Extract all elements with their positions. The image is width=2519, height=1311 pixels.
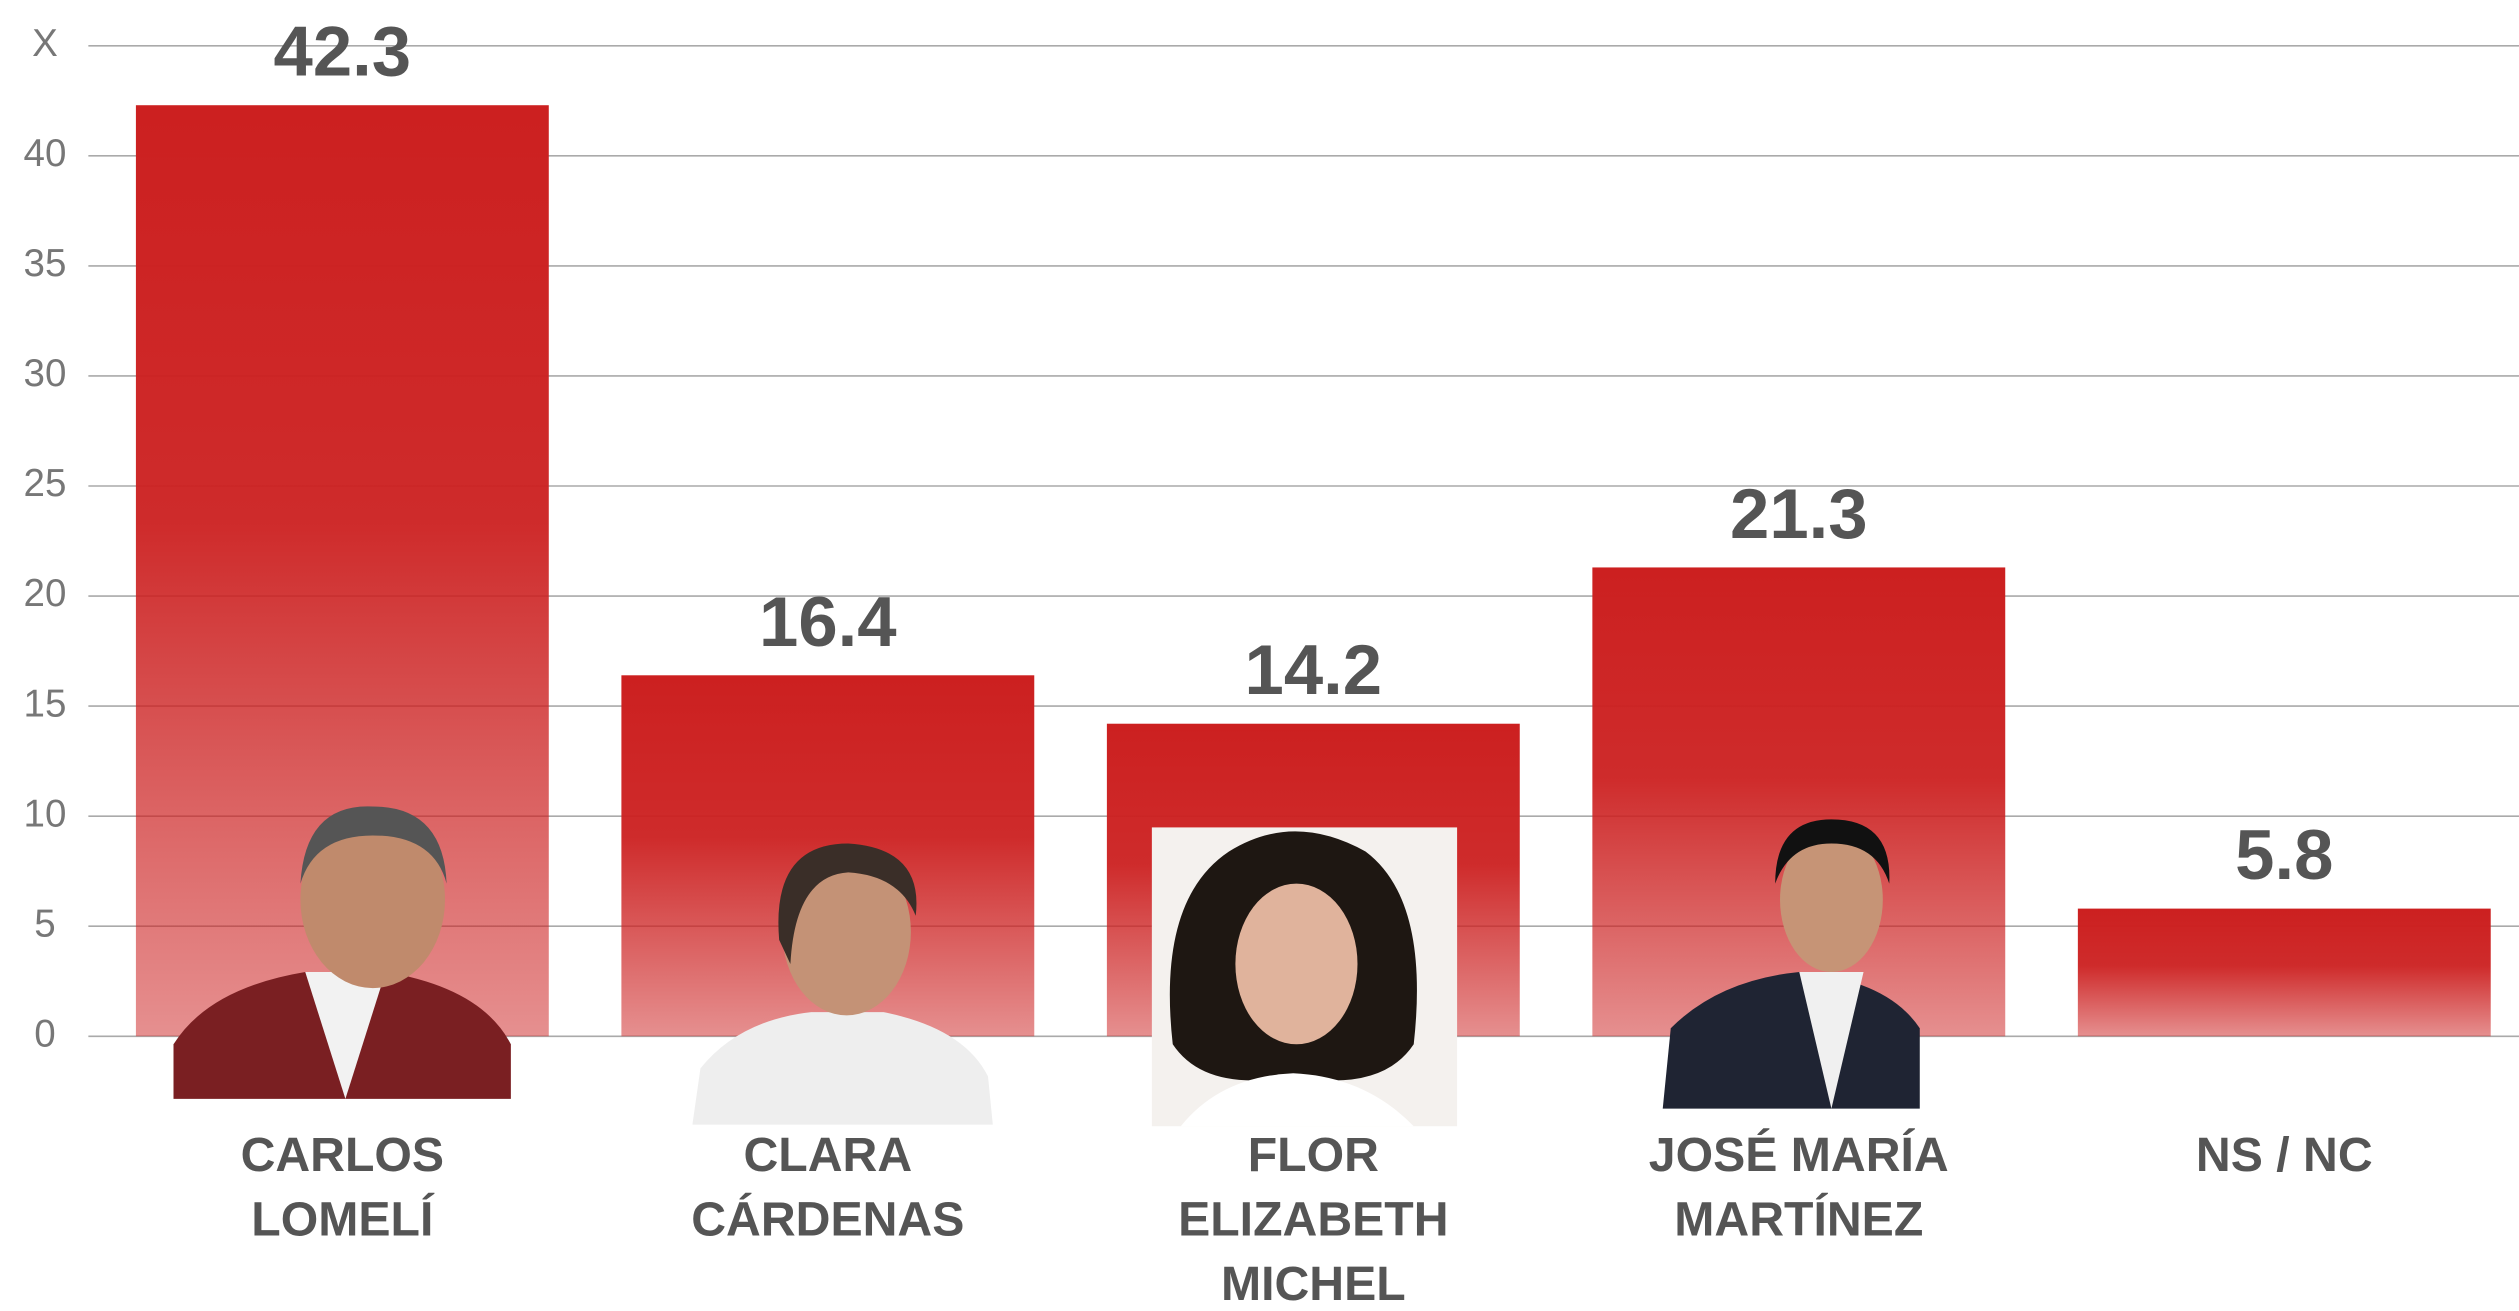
- y-tick-label: 0: [34, 1012, 55, 1055]
- photo: [1152, 827, 1457, 1126]
- value-label: 5.8: [2235, 815, 2333, 894]
- value-label: 42.3: [274, 12, 412, 91]
- x-tick-label-box: JOSÉ MARÍA MARTÍNEZ: [1622, 1125, 1975, 1311]
- value-label: 16.4: [759, 582, 897, 661]
- y-tick-label: 40: [24, 132, 67, 175]
- y-tick-label: 5: [34, 902, 55, 945]
- x-tick-label: CLARA CÁRDENAS: [651, 1125, 1004, 1254]
- y-tick-label: 25: [24, 462, 67, 505]
- value-label: 14.2: [1245, 630, 1383, 709]
- x-tick-label-box: FLOR ELIZABETH MICHEL: [1137, 1125, 1490, 1311]
- x-tick-label: FLOR ELIZABETH MICHEL: [1137, 1125, 1490, 1311]
- bar: [1592, 567, 2005, 1036]
- x-tick-label-box: CLARA CÁRDENAS: [651, 1125, 1004, 1311]
- y-tick-label: X: [32, 22, 58, 65]
- x-tick-label-box: NS / NC: [2108, 1125, 2461, 1311]
- y-tick-label: 10: [24, 792, 67, 835]
- chart: 0 5 10 15 20 25 30 35 40 X 42.3 CARLOS LOMELÍ 16.4 CL…: [0, 0, 2519, 1311]
- y-tick-label: 30: [24, 352, 67, 395]
- x-tick-label-box: CARLOS LOMELÍ: [166, 1125, 519, 1311]
- y-tick-label: 35: [24, 242, 67, 285]
- x-tick-label: JOSÉ MARÍA MARTÍNEZ: [1622, 1125, 1975, 1254]
- value-label: 21.3: [1730, 474, 1868, 553]
- y-tick-label: 20: [24, 572, 67, 615]
- x-tick-label: CARLOS LOMELÍ: [166, 1125, 519, 1254]
- page: 0 5 10 15 20 25 30 35 40 X 42.3 CARLOS LOMELÍ 16.4 CL…: [0, 0, 2519, 1311]
- y-tick-label: 15: [24, 682, 67, 725]
- x-tick-label: NS / NC: [2108, 1125, 2461, 1189]
- bar: [2078, 909, 2491, 1037]
